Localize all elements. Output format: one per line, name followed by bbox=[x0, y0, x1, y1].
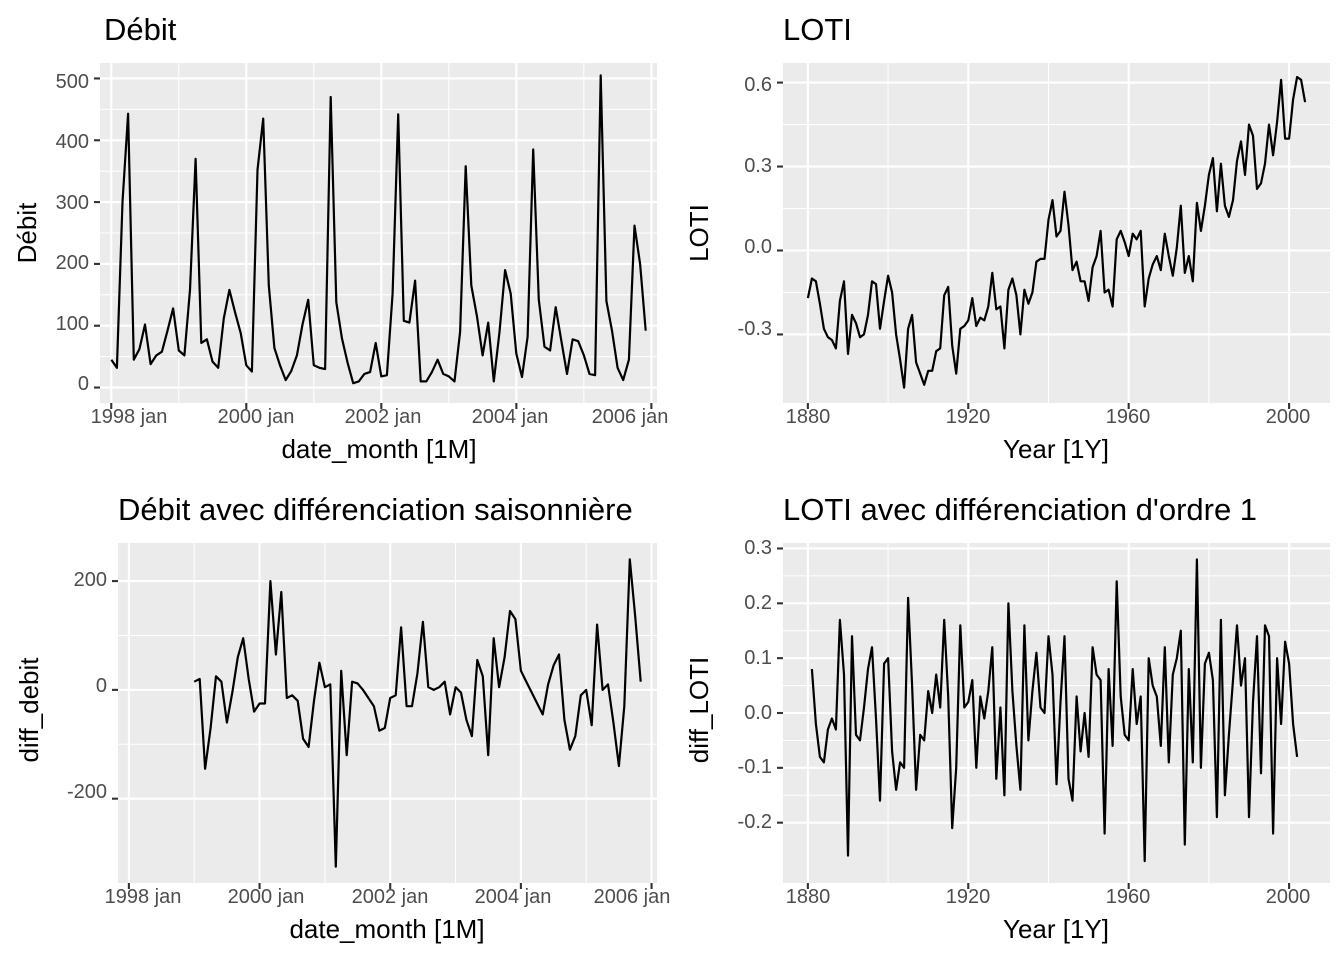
gridlines-diff-loti bbox=[783, 543, 1330, 883]
x-tick-label: 1960 bbox=[1106, 886, 1151, 908]
x-tick-label: 2000 bbox=[1266, 886, 1311, 908]
y-tick-label: -0.1 bbox=[738, 756, 772, 778]
y-tick-label: 100 bbox=[56, 313, 89, 335]
y-tick-label: 0 bbox=[96, 675, 107, 697]
y-tick-label: 200 bbox=[74, 569, 107, 591]
chart-panel-diff-loti: LOTI avec différenciation d'ordre 1 -0.2… bbox=[684, 492, 1330, 944]
x-tick-label: 1998 jan bbox=[91, 406, 168, 428]
x-tick-label: 2002 jan bbox=[345, 406, 422, 428]
axis-ticks-diff-debit bbox=[112, 580, 653, 889]
x-tick-label: 1960 bbox=[1106, 406, 1151, 428]
y-axis-title-debit: Débit bbox=[12, 202, 42, 263]
y-tick-label: -200 bbox=[67, 781, 107, 803]
chart-panel-diff-debit: Débit avec différenciation saisonnière -… bbox=[14, 492, 670, 944]
y-tick-labels-loti: -0.3 0.0 0.3 0.6 bbox=[738, 74, 772, 340]
y-tick-label: 0.3 bbox=[744, 155, 772, 177]
axis-ticks-debit bbox=[94, 77, 653, 409]
chart-panel-debit: Débit 0 100 200 300 400 500 1998 jan 200… bbox=[12, 12, 668, 464]
gridlines-loti bbox=[783, 63, 1330, 403]
x-tick-labels-diff-debit: 1998 jan 2000 jan 2002 jan 2004 jan 2006… bbox=[105, 886, 671, 908]
x-tick-labels-loti: 1880 1920 1960 2000 bbox=[786, 406, 1311, 428]
chart-title-diff-loti: LOTI avec différenciation d'ordre 1 bbox=[783, 492, 1257, 527]
y-axis-title-diff-loti: diff_LOTI bbox=[684, 657, 714, 763]
y-tick-label: -0.2 bbox=[738, 811, 772, 833]
y-tick-label: 200 bbox=[56, 252, 89, 274]
y-axis-title-loti: LOTI bbox=[684, 204, 714, 262]
x-tick-label: 2000 jan bbox=[228, 886, 305, 908]
y-axis-title-diff-debit: diff_debit bbox=[14, 657, 44, 763]
y-tick-label: 500 bbox=[56, 71, 89, 93]
y-tick-label: 0.1 bbox=[744, 647, 772, 669]
x-tick-labels-debit: 1998 jan 2000 jan 2002 jan 2004 jan 2006… bbox=[91, 406, 669, 428]
x-tick-label: 1880 bbox=[786, 886, 831, 908]
chart-title-loti: LOTI bbox=[783, 12, 852, 47]
axis-ticks-diff-loti bbox=[777, 547, 1291, 889]
chart-title-debit: Débit bbox=[104, 12, 177, 47]
series-line-diff-loti bbox=[810, 558, 1299, 863]
x-tick-label: 2004 jan bbox=[472, 406, 549, 428]
y-tick-labels-diff-debit: -200 0 200 bbox=[67, 569, 107, 803]
x-axis-title-debit: date_month [1M] bbox=[281, 434, 476, 464]
y-tick-label: -0.3 bbox=[738, 318, 772, 340]
x-tick-label: 2002 jan bbox=[352, 886, 429, 908]
y-tick-labels-diff-loti: -0.2 -0.1 0.0 0.1 0.2 0.3 bbox=[738, 537, 772, 833]
x-tick-labels-diff-loti: 1880 1920 1960 2000 bbox=[786, 886, 1311, 908]
x-tick-label: 1920 bbox=[946, 886, 991, 908]
y-tick-label: 300 bbox=[56, 192, 89, 214]
y-tick-label: 0 bbox=[78, 373, 89, 395]
x-tick-label: 1880 bbox=[786, 406, 831, 428]
chart-title-diff-debit: Débit avec différenciation saisonnière bbox=[118, 492, 633, 527]
axis-ticks-loti bbox=[777, 81, 1291, 409]
chart-panel-loti: LOTI -0.3 0.0 0.3 0.6 1880 1920 1960 200… bbox=[684, 12, 1330, 464]
x-tick-label: 2006 jan bbox=[592, 406, 669, 428]
x-tick-label: 2006 jan bbox=[594, 886, 671, 908]
y-tick-label: 0.0 bbox=[744, 702, 772, 724]
y-tick-label: 0.2 bbox=[744, 592, 772, 614]
y-tick-label: 0.0 bbox=[744, 236, 772, 258]
x-tick-label: 1920 bbox=[946, 406, 991, 428]
x-tick-label: 2000 bbox=[1266, 406, 1311, 428]
x-tick-label: 1998 jan bbox=[105, 886, 182, 908]
y-tick-label: 0.6 bbox=[744, 74, 772, 96]
x-axis-title-diff-debit: date_month [1M] bbox=[289, 914, 484, 944]
x-axis-title-diff-loti: Year [1Y] bbox=[1003, 914, 1109, 944]
series-line-diff-debit bbox=[193, 558, 642, 868]
y-tick-label: 400 bbox=[56, 131, 89, 153]
x-tick-label: 2004 jan bbox=[475, 886, 552, 908]
x-axis-title-loti: Year [1Y] bbox=[1003, 434, 1109, 464]
series-line-loti bbox=[806, 75, 1307, 389]
y-tick-labels-debit: 0 100 200 300 400 500 bbox=[56, 71, 89, 395]
series-line-debit bbox=[110, 74, 647, 385]
y-tick-label: 0.3 bbox=[744, 537, 772, 559]
x-tick-label: 2000 jan bbox=[218, 406, 295, 428]
